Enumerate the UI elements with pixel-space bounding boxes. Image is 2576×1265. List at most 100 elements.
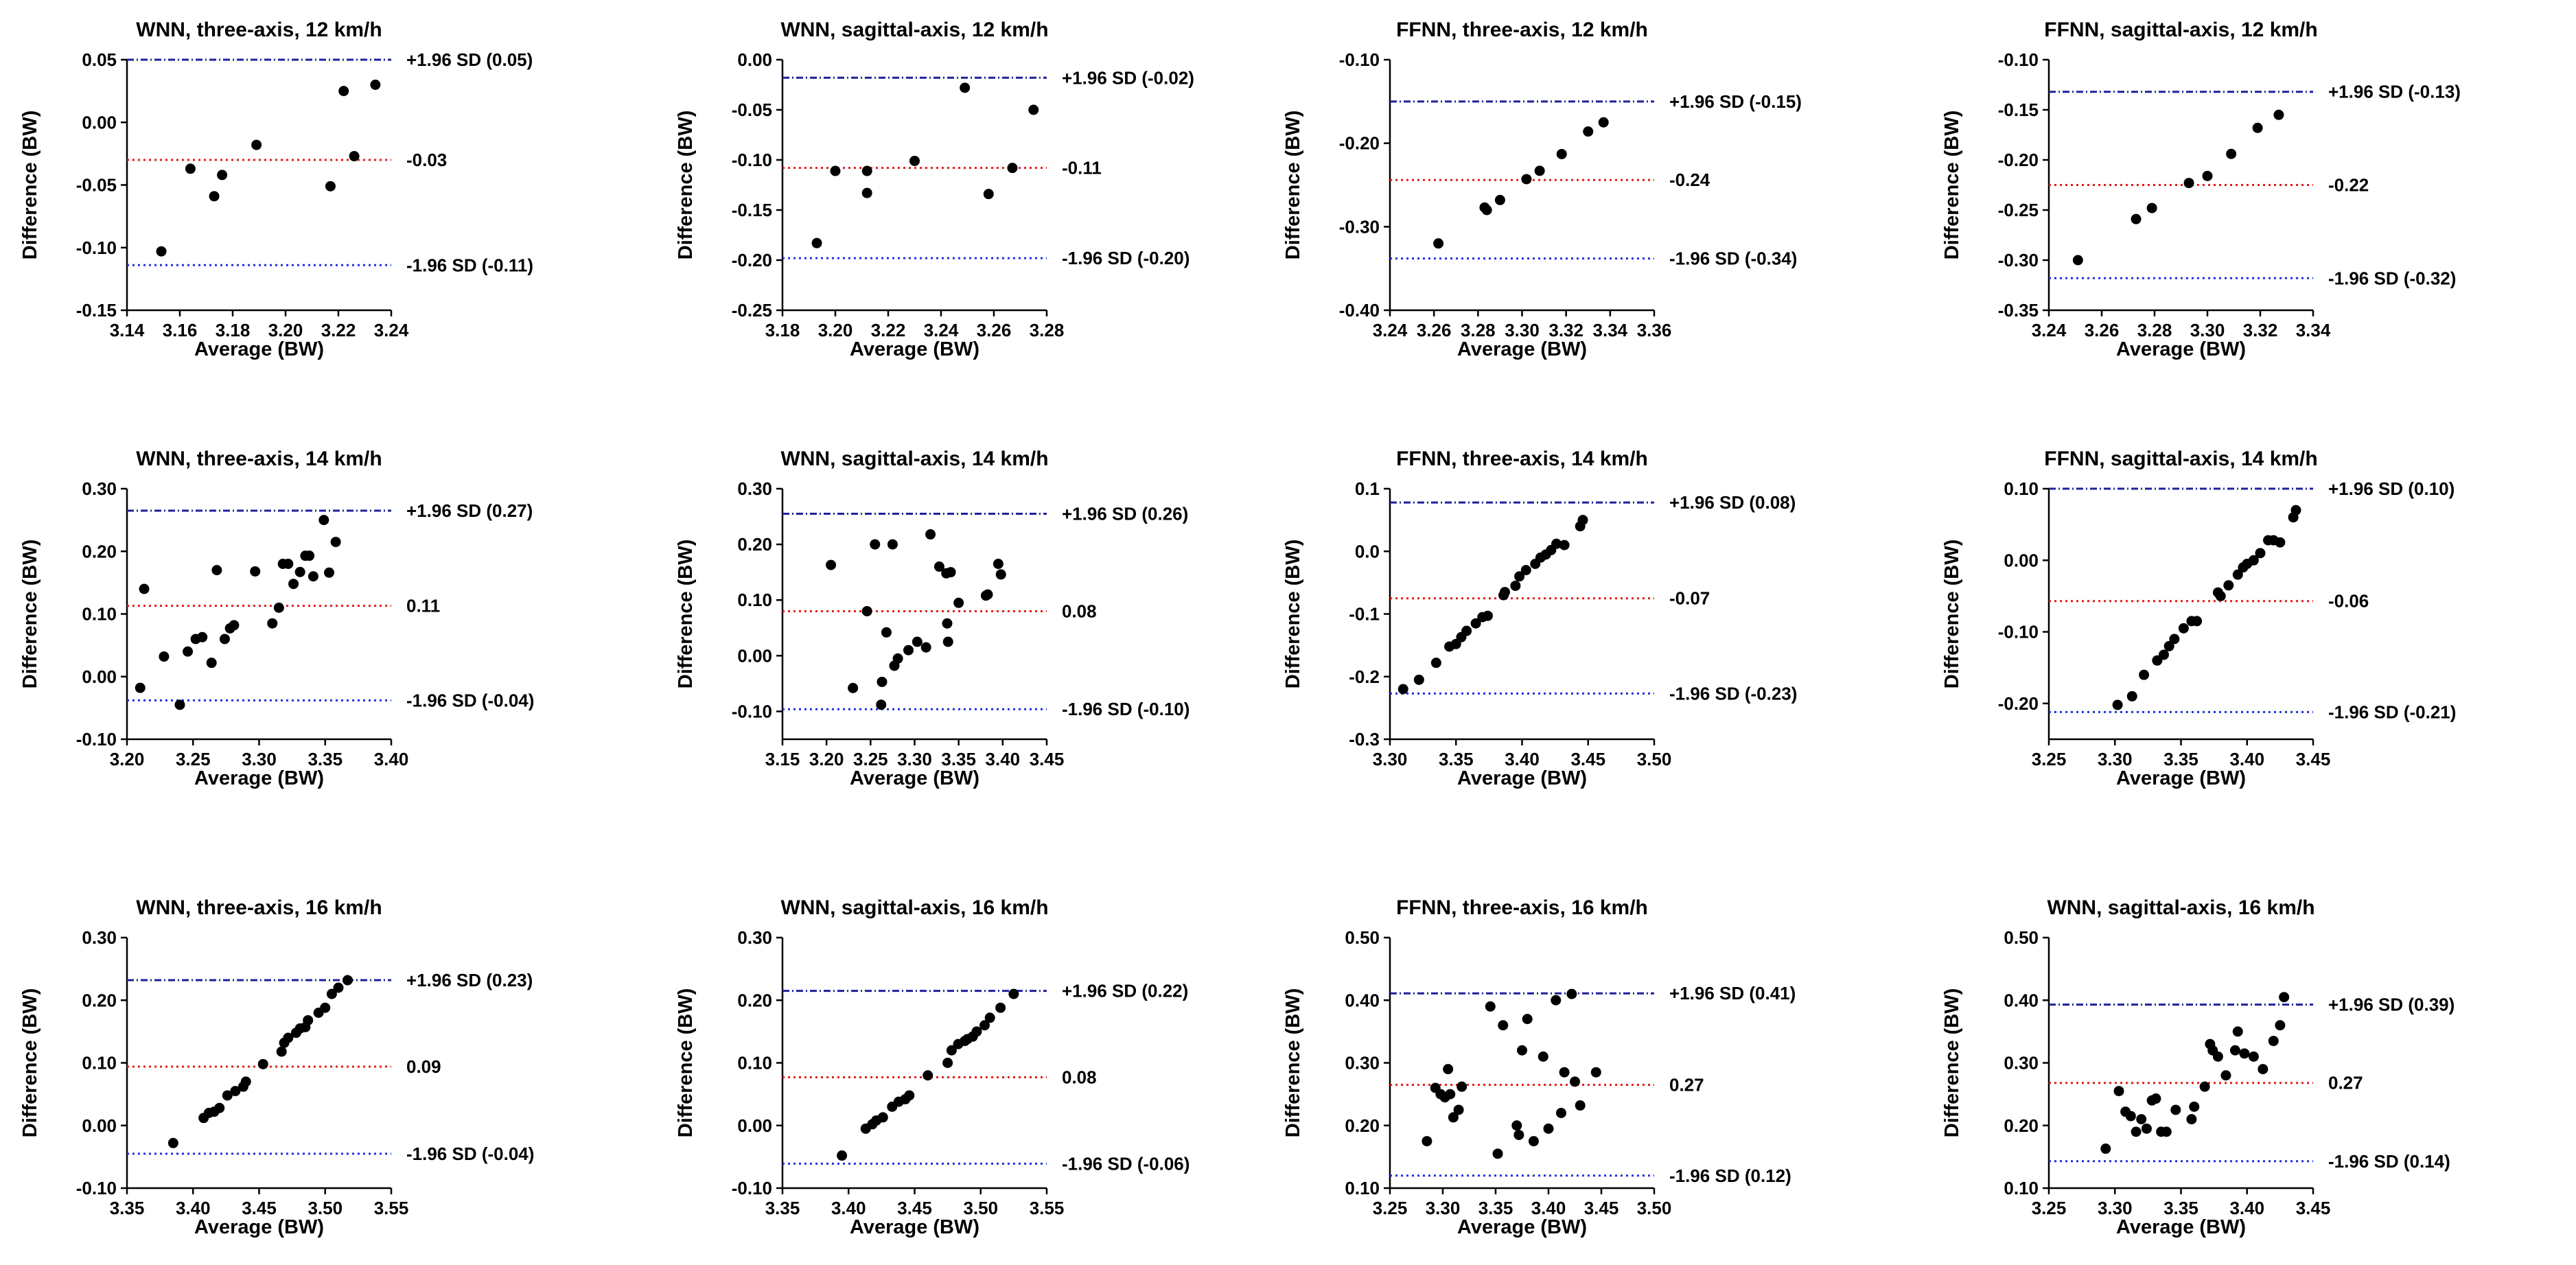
data-point bbox=[156, 246, 167, 257]
x-tick-label: 3.40 bbox=[374, 749, 409, 769]
data-point bbox=[2186, 1114, 2197, 1125]
x-tick-label: 3.50 bbox=[308, 1198, 343, 1218]
data-point bbox=[1443, 1064, 1454, 1075]
upper-loa-label: +1.96 SD (-0.02) bbox=[1062, 67, 1194, 88]
y-tick-label: 0.00 bbox=[82, 112, 117, 132]
data-point bbox=[267, 618, 278, 629]
x-tick-label: 3.45 bbox=[1584, 1198, 1619, 1218]
y-axis-label: Difference (BW) bbox=[19, 111, 41, 260]
x-tick-label: 3.32 bbox=[1548, 320, 1583, 340]
data-point bbox=[183, 646, 194, 657]
mean-bias-label: 0.11 bbox=[406, 596, 440, 616]
y-tick-label: -0.15 bbox=[1998, 100, 2039, 120]
data-point bbox=[1445, 1089, 1456, 1100]
x-tick-label: 3.50 bbox=[1637, 749, 1672, 769]
data-point bbox=[2232, 1026, 2243, 1037]
x-tick-label: 3.55 bbox=[1030, 1198, 1065, 1218]
data-point bbox=[2113, 1086, 2124, 1097]
y-tick-label: -0.10 bbox=[76, 729, 117, 750]
y-tick-label: -0.30 bbox=[1339, 216, 1380, 237]
x-axis-label: Average (BW) bbox=[194, 338, 324, 360]
x-tick-label: 3.36 bbox=[1637, 320, 1672, 340]
data-point bbox=[2252, 122, 2263, 133]
upper-loa-label: +1.96 SD (0.22) bbox=[1062, 981, 1188, 1001]
chart-title: WNN, sagittal-axis, 16 km/h bbox=[780, 896, 1048, 919]
data-point bbox=[1482, 610, 1493, 621]
data-point bbox=[953, 597, 964, 608]
y-tick-label: 0.20 bbox=[737, 990, 772, 1010]
data-point bbox=[1522, 1014, 1533, 1025]
data-point bbox=[303, 1014, 314, 1025]
data-point bbox=[288, 579, 299, 590]
x-tick-label: 3.40 bbox=[831, 1198, 866, 1218]
data-point bbox=[1453, 1104, 1464, 1115]
x-tick-label: 3.35 bbox=[765, 1198, 800, 1218]
x-tick-label: 3.35 bbox=[2163, 749, 2198, 769]
data-point bbox=[2146, 202, 2157, 213]
y-tick-label: 0.10 bbox=[737, 1053, 772, 1073]
y-axis-label: Difference (BW) bbox=[19, 539, 41, 689]
data-point bbox=[912, 636, 923, 647]
chart-title: WNN, sagittal-axis, 12 km/h bbox=[780, 19, 1048, 41]
x-axis-label: Average (BW) bbox=[1457, 1216, 1587, 1238]
data-point bbox=[837, 1150, 848, 1161]
y-tick-label: -0.30 bbox=[1998, 250, 2039, 270]
x-tick-label: 3.45 bbox=[242, 1198, 277, 1218]
chart-panel-8: FFNN, sagittal-axis, 14 km/h 3.25 3.30 3.35… bbox=[1941, 448, 2456, 789]
data-point bbox=[240, 1076, 251, 1087]
y-tick-label: 0.00 bbox=[82, 1115, 117, 1136]
data-point bbox=[2199, 1081, 2210, 1092]
x-axis-label: Average (BW) bbox=[1457, 338, 1587, 360]
data-point bbox=[861, 187, 872, 198]
x-tick-label: 3.20 bbox=[110, 749, 145, 769]
data-point bbox=[294, 566, 305, 577]
chart-panel-11: FFNN, three-axis, 16 km/h 3.25 3.30 3.35 3.4… bbox=[1282, 896, 1796, 1238]
mean-bias-label: 0.27 bbox=[2328, 1073, 2363, 1093]
data-point bbox=[1494, 194, 1505, 205]
y-tick-label: 0.20 bbox=[1345, 1115, 1380, 1136]
data-point bbox=[1028, 104, 1039, 115]
x-tick-label: 3.22 bbox=[321, 320, 356, 340]
y-tick-label: 0.10 bbox=[2004, 1178, 2039, 1198]
x-tick-label: 3.45 bbox=[2296, 1198, 2331, 1218]
lower-loa-label: -1.96 SD (-0.23) bbox=[1669, 683, 1797, 704]
data-point bbox=[2189, 1101, 2200, 1112]
x-tick-label: 3.35 bbox=[1439, 749, 1474, 769]
x-tick-label: 3.28 bbox=[1461, 320, 1496, 340]
lower-loa-label: -1.96 SD (0.12) bbox=[1669, 1165, 1791, 1186]
data-point bbox=[230, 1086, 241, 1097]
data-point bbox=[1598, 117, 1609, 128]
y-axis-label: Difference (BW) bbox=[675, 111, 697, 260]
data-point bbox=[1510, 580, 1521, 591]
data-point bbox=[318, 515, 329, 526]
data-point bbox=[983, 189, 994, 200]
x-tick-label: 3.40 bbox=[176, 1198, 211, 1218]
y-axis-label: Difference (BW) bbox=[1941, 111, 1963, 260]
data-point bbox=[214, 1102, 225, 1113]
data-point bbox=[811, 237, 822, 248]
chart-panel-5: WNN, three-axis, 14 km/h 3.20 3.25 3.30 3.35… bbox=[19, 448, 534, 789]
y-axis-label: Difference (BW) bbox=[1282, 111, 1304, 260]
y-tick-label: -0.20 bbox=[732, 250, 772, 270]
chart-panel-2: WNN, sagittal-axis, 12 km/h 3.18 3.20 3.22 3… bbox=[675, 19, 1194, 360]
data-point bbox=[933, 561, 944, 572]
data-point bbox=[219, 634, 230, 645]
data-point bbox=[2258, 1064, 2268, 1075]
x-tick-label: 3.25 bbox=[176, 749, 211, 769]
data-point bbox=[984, 1012, 995, 1023]
y-tick-label: -0.20 bbox=[1998, 150, 2039, 170]
y-tick-label: 0.20 bbox=[82, 990, 117, 1010]
y-tick-label: 0.20 bbox=[82, 541, 117, 561]
y-tick-label: 0.20 bbox=[2004, 1115, 2039, 1136]
data-point bbox=[1492, 1148, 1503, 1159]
lower-loa-label: -1.96 SD (-0.06) bbox=[1062, 1153, 1190, 1174]
data-point bbox=[1457, 1081, 1467, 1092]
chart-title: WNN, sagittal-axis, 14 km/h bbox=[780, 448, 1048, 470]
y-tick-label: 0.10 bbox=[82, 604, 117, 625]
data-point bbox=[1430, 658, 1441, 669]
data-point bbox=[887, 539, 898, 550]
y-tick-label: -0.25 bbox=[732, 300, 772, 321]
x-tick-label: 3.30 bbox=[1426, 1198, 1461, 1218]
data-point bbox=[276, 1046, 287, 1057]
x-tick-label: 3.30 bbox=[2098, 1198, 2133, 1218]
